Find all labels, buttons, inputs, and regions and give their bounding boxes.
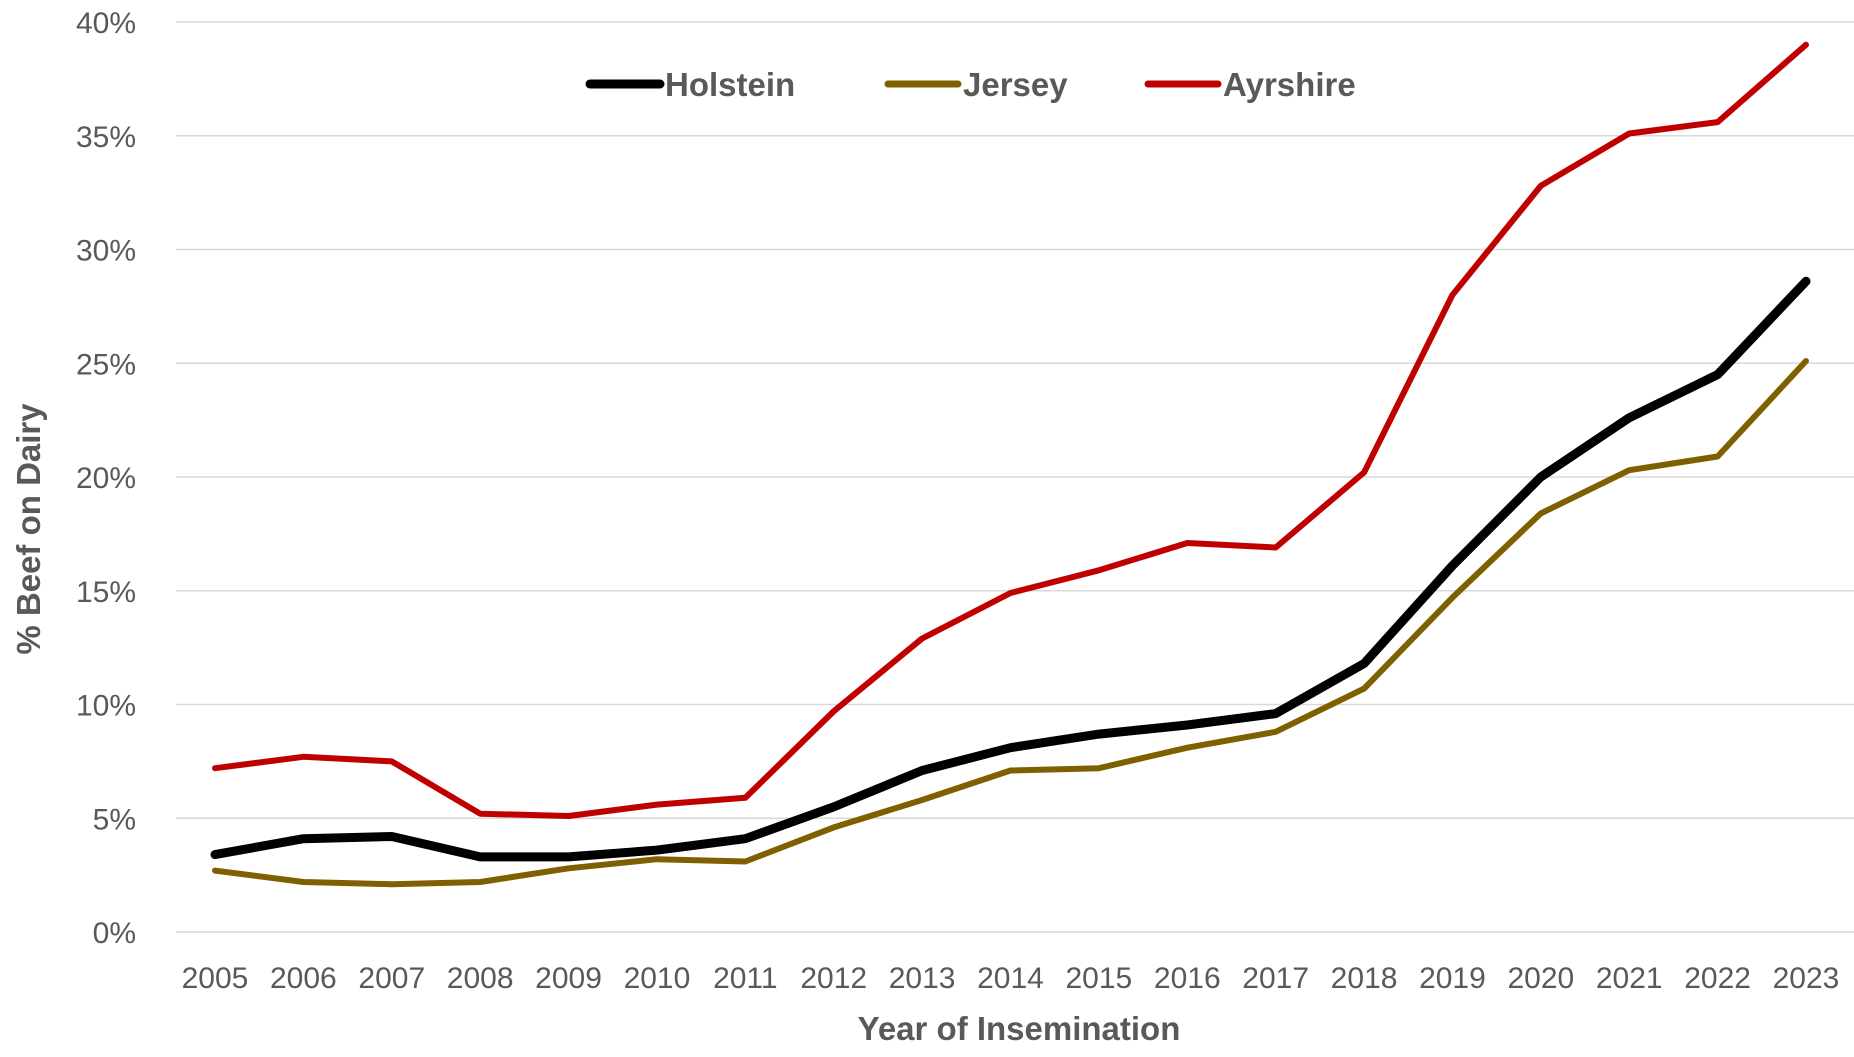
y-tick-label: 35% bbox=[76, 121, 136, 154]
x-tick-label: 2006 bbox=[270, 962, 337, 995]
x-tick-label: 2010 bbox=[624, 962, 691, 995]
y-tick-label: 25% bbox=[76, 348, 136, 381]
x-tick-label: 2017 bbox=[1242, 962, 1309, 995]
x-tick-label: 2023 bbox=[1773, 962, 1840, 995]
legend-label-holstein: Holstein bbox=[665, 66, 795, 103]
y-tick-label: 10% bbox=[76, 690, 136, 723]
series-line-jersey bbox=[212, 358, 1809, 888]
y-tick-label: 20% bbox=[76, 462, 136, 495]
series-lines bbox=[210, 41, 1811, 888]
x-tick-label: 2019 bbox=[1419, 962, 1486, 995]
legend-label-jersey: Jersey bbox=[963, 66, 1068, 103]
legend: Holstein Jersey Ayrshire bbox=[585, 66, 1356, 103]
legend-label-ayrshire: Ayrshire bbox=[1223, 66, 1356, 103]
x-tick-label: 2021 bbox=[1596, 962, 1663, 995]
x-tick-label: 2020 bbox=[1507, 962, 1574, 995]
x-tick-label: 2013 bbox=[889, 962, 956, 995]
x-tick-label: 2022 bbox=[1684, 962, 1751, 995]
y-tick-label: 5% bbox=[93, 803, 136, 836]
x-tick-label: 2007 bbox=[358, 962, 425, 995]
x-tick-label: 2008 bbox=[447, 962, 514, 995]
series-line-holstein bbox=[210, 276, 1811, 862]
y-axis-ticks: 0% 5% 10% 15% 20% 25% 30% 35% 40% bbox=[76, 7, 136, 950]
x-tick-label: 2014 bbox=[977, 962, 1044, 995]
gridlines bbox=[176, 21, 1854, 933]
y-tick-label: 0% bbox=[93, 917, 136, 950]
x-tick-label: 2016 bbox=[1154, 962, 1221, 995]
x-axis-title: Year of Insemination bbox=[858, 1010, 1181, 1047]
x-tick-label: 2012 bbox=[800, 962, 867, 995]
y-tick-label: 15% bbox=[76, 576, 136, 609]
x-tick-label: 2018 bbox=[1331, 962, 1398, 995]
x-tick-label: 2015 bbox=[1066, 962, 1133, 995]
x-tick-label: 2009 bbox=[535, 962, 602, 995]
x-tick-label: 2011 bbox=[713, 962, 778, 995]
y-axis-title: % Beef on Dairy bbox=[10, 403, 47, 655]
x-tick-label: 2005 bbox=[182, 962, 249, 995]
x-axis-ticks: 2005 2006 2007 2008 2009 2010 2011 2012 2013 2014… bbox=[182, 962, 1840, 995]
series-line-ayrshire bbox=[212, 41, 1809, 819]
y-tick-label: 40% bbox=[76, 7, 136, 40]
y-tick-label: 30% bbox=[76, 235, 136, 268]
